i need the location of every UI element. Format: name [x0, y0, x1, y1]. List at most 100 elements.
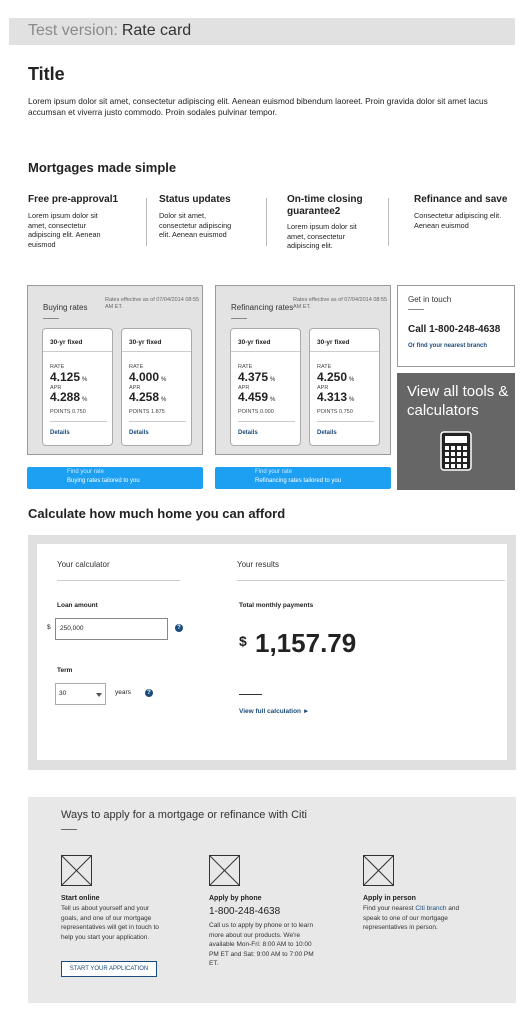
result-label: Total monthly payments — [239, 602, 314, 609]
find-rate-button[interactable]: Find your rate Refinancing rates tailored… — [215, 467, 391, 489]
full-calc-link[interactable]: View full calculation ► — [239, 708, 310, 715]
apr-unit: % — [270, 397, 276, 403]
help-icon[interactable]: ? — [145, 689, 153, 697]
way-text: Call us to apply by phone or to learn mo… — [209, 922, 314, 967]
rate-term: 30-yr fixed — [238, 339, 271, 346]
apr-number: 4.258 — [129, 390, 160, 404]
rate-label: RATE — [50, 364, 65, 370]
rule — [237, 580, 505, 581]
button-text: Buying rates tailored to you — [67, 478, 140, 484]
apr-value: 4.459% — [238, 390, 275, 404]
rate-number: 4.000 — [129, 370, 160, 384]
feature-title: Status updates — [159, 194, 231, 205]
term-select[interactable]: 30 — [55, 683, 106, 705]
card-line — [317, 421, 374, 422]
apr-value: 4.258% — [129, 390, 166, 404]
details-link[interactable]: Details — [129, 430, 149, 436]
apr-number: 4.288 — [50, 390, 81, 404]
ways-heading: Ways to apply for a mortgage or refinanc… — [61, 809, 307, 821]
contact-phone: Call 1-800-248-4638 — [408, 324, 501, 335]
button-label: Find your rate — [255, 469, 293, 475]
divider — [388, 198, 389, 246]
rate-panel-title: Buying rates — [43, 303, 88, 312]
way-text: Find your nearest Citi branch and speak … — [363, 904, 463, 933]
tools-text: View all tools & calculators — [407, 383, 509, 419]
rates-effective: Rates effective as of 07/04/2014 08:55 A… — [105, 297, 200, 310]
header-text: Test version: Rate card — [28, 22, 191, 40]
rate-panel-title: Refinancing rates — [231, 303, 294, 312]
apr-label: APR — [238, 385, 250, 391]
loan-value: 250,000 — [60, 625, 84, 632]
find-rate-button[interactable]: Find your rate Buying rates tailored to y… — [27, 467, 203, 489]
loan-input[interactable]: 250,000 — [55, 618, 168, 640]
rate-card: 30-yr fixed RATE 4.375% APR 4.459% POINTS 0.0… — [230, 328, 301, 446]
rate-label: RATE — [317, 364, 332, 370]
select-arrow — [96, 693, 102, 697]
apr-unit: % — [82, 397, 88, 403]
apr-unit: % — [349, 397, 355, 403]
features-heading: Mortgages made simple — [28, 160, 177, 175]
way-title: Start online — [61, 895, 100, 902]
term-value: 30 — [59, 690, 67, 697]
rate-points: POINTS 0.750 — [317, 409, 353, 415]
dash — [61, 829, 77, 830]
calculator-heading: Calculate how much home you can afford — [28, 506, 286, 521]
apr-unit: % — [161, 397, 167, 403]
calculator-icon — [440, 431, 472, 471]
rate-unit: % — [161, 377, 167, 383]
dash — [408, 309, 424, 310]
header-label: Test version: — [28, 22, 118, 39]
rate-points: POINTS 1.875 — [129, 409, 165, 415]
rate-unit: % — [349, 377, 355, 383]
details-link[interactable]: Details — [50, 430, 70, 436]
results-title: Your results — [237, 560, 279, 569]
rate-term: 30-yr fixed — [317, 339, 350, 346]
apr-value: 4.288% — [50, 390, 87, 404]
card-line — [122, 351, 191, 352]
placeholder-icon — [209, 855, 240, 886]
feature-title: On-time closing guarantee2 — [287, 194, 363, 217]
rate-value: 4.125% — [50, 370, 87, 384]
button-text: Refinancing rates tailored to you — [255, 478, 342, 484]
text-after: and speak to one of our mortgage represe… — [363, 905, 460, 931]
apr-label: APR — [317, 385, 329, 391]
contact-box — [397, 285, 515, 367]
divider — [146, 198, 147, 246]
placeholder-icon — [363, 855, 394, 886]
card-line — [50, 421, 107, 422]
button-label: Find your rate — [67, 469, 105, 475]
feature-text: Lorem ipsum dolor sit amet, consectetur … — [287, 222, 357, 250]
feature-title: Refinance and save — [414, 194, 508, 205]
card-line — [129, 421, 186, 422]
rate-card: 30-yr fixed RATE 4.000% APR 4.258% POINTS 1.8… — [121, 328, 192, 446]
branch-link[interactable]: Or find your nearest branch — [408, 343, 488, 349]
details-link[interactable]: Details — [317, 430, 337, 436]
calc-title: Your calculator — [57, 560, 110, 569]
feature-text: Lorem ipsum dolor sit amet, consectetur … — [28, 211, 101, 249]
way-phone: 1-800-248-4638 — [209, 906, 281, 917]
help-icon[interactable]: ? — [175, 624, 183, 632]
card-line — [231, 351, 300, 352]
rates-effective: Rates effective as of 07/04/2014 08:55 A… — [293, 297, 388, 310]
term-unit: years — [115, 689, 131, 696]
way-title: Apply in person — [363, 895, 416, 902]
apr-number: 4.459 — [238, 390, 269, 404]
rate-points: POINTS 0.750 — [50, 409, 86, 415]
rate-value: 4.250% — [317, 370, 354, 384]
apr-label: APR — [129, 385, 141, 391]
start-button[interactable]: START YOUR APPLICATION — [61, 961, 157, 977]
rate-number: 4.250 — [317, 370, 348, 384]
branch-link[interactable]: Citi branch — [415, 905, 447, 912]
text-before: Find your nearest — [363, 905, 416, 912]
details-link[interactable]: Details — [238, 430, 258, 436]
card-line — [43, 351, 112, 352]
rule — [57, 580, 180, 581]
rate-number: 4.375 — [238, 370, 269, 384]
card-line — [310, 351, 379, 352]
rate-value: 4.000% — [129, 370, 166, 384]
apr-value: 4.313% — [317, 390, 354, 404]
start-button-text: START YOUR APPLICATION — [69, 966, 149, 972]
intro-title: Title — [28, 64, 65, 84]
header-title: Rate card — [121, 22, 192, 39]
